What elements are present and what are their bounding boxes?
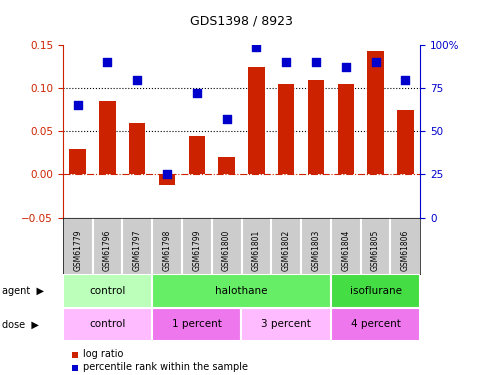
Bar <box>338 84 354 174</box>
Point <box>282 59 290 65</box>
Text: GSM61799: GSM61799 <box>192 230 201 271</box>
Bar <box>63 274 152 308</box>
Text: GSM61805: GSM61805 <box>371 230 380 271</box>
Text: GSM61806: GSM61806 <box>401 230 410 271</box>
Text: GSM61779: GSM61779 <box>73 230 82 271</box>
Point <box>372 59 380 65</box>
Bar <box>368 51 384 174</box>
Text: isoflurane: isoflurane <box>350 286 401 296</box>
Text: GSM61798: GSM61798 <box>163 230 171 271</box>
Bar <box>308 80 324 174</box>
Text: GSM61796: GSM61796 <box>103 230 112 271</box>
Bar <box>99 101 115 174</box>
Bar <box>152 274 331 308</box>
Text: dose  ▶: dose ▶ <box>2 320 39 329</box>
Text: percentile rank within the sample: percentile rank within the sample <box>83 363 248 372</box>
Bar <box>331 308 420 341</box>
Point <box>312 59 320 65</box>
Text: log ratio: log ratio <box>83 350 124 359</box>
Text: control: control <box>89 286 126 296</box>
Bar <box>278 84 294 174</box>
Point <box>401 76 409 82</box>
Bar <box>218 157 235 174</box>
Point <box>253 44 260 50</box>
Bar <box>242 308 331 341</box>
Point <box>133 76 141 82</box>
Bar <box>331 274 420 308</box>
Point <box>74 102 82 108</box>
Point <box>223 116 230 122</box>
Point <box>104 59 112 65</box>
Point <box>193 90 201 96</box>
Text: 4 percent: 4 percent <box>351 320 400 329</box>
Text: halothane: halothane <box>215 286 268 296</box>
Text: control: control <box>89 320 126 329</box>
Bar <box>189 136 205 174</box>
Bar <box>129 123 145 174</box>
Text: GSM61803: GSM61803 <box>312 230 320 271</box>
Text: agent  ▶: agent ▶ <box>2 286 44 296</box>
Text: 1 percent: 1 percent <box>172 320 222 329</box>
Point <box>163 171 171 177</box>
Text: GSM61800: GSM61800 <box>222 230 231 271</box>
Text: 3 percent: 3 percent <box>261 320 311 329</box>
Bar <box>248 67 265 174</box>
Point <box>342 64 350 70</box>
Text: GSM61804: GSM61804 <box>341 230 350 271</box>
Text: GSM61801: GSM61801 <box>252 230 261 271</box>
Bar <box>397 110 413 174</box>
Bar <box>159 174 175 185</box>
Text: GDS1398 / 8923: GDS1398 / 8923 <box>190 15 293 28</box>
Text: GSM61802: GSM61802 <box>282 230 291 271</box>
Bar <box>63 308 152 341</box>
Bar <box>70 148 86 174</box>
Text: GSM61797: GSM61797 <box>133 230 142 271</box>
Bar <box>152 308 242 341</box>
